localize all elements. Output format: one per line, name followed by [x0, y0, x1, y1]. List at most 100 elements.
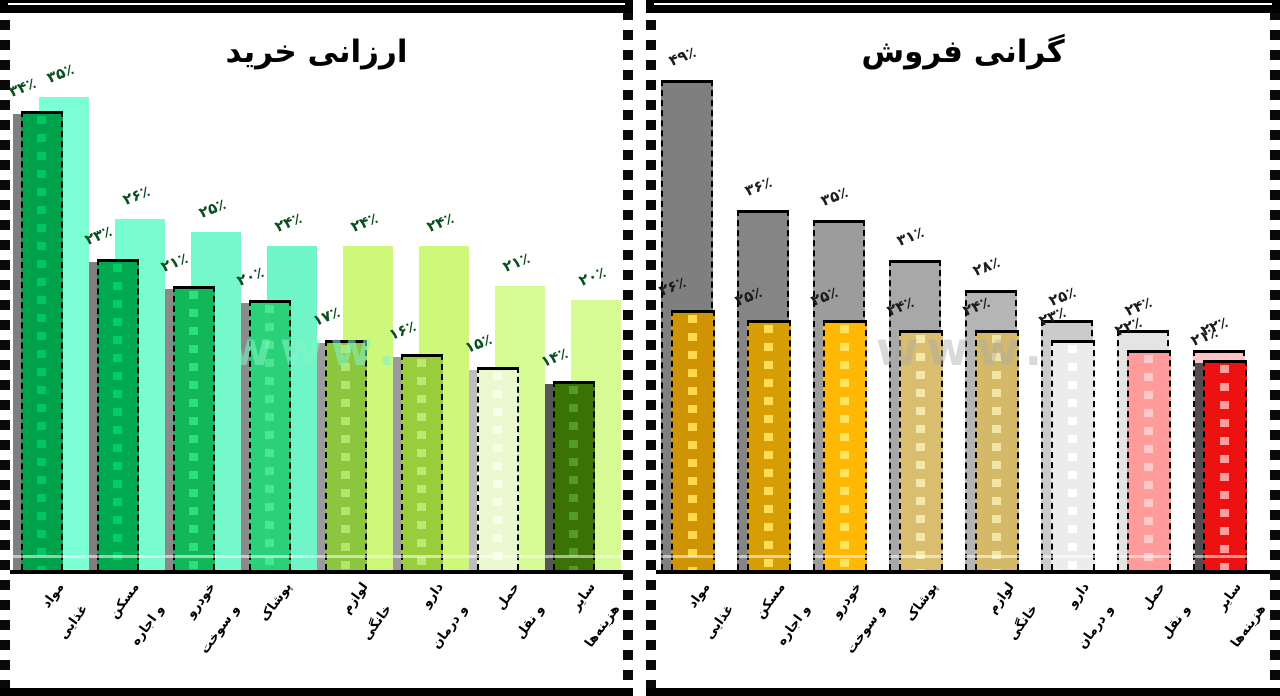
percent-label-front: ۳۴٪: [6, 74, 39, 101]
bar-cluster: ۲۳٪ ۲۵٪: [1036, 30, 1115, 570]
category-label-line: مواد: [38, 580, 68, 611]
category-label: لوازم خانگی: [963, 576, 1042, 686]
bar-shadow: [165, 289, 175, 570]
category-label-line: پوشاک: [257, 580, 296, 625]
bar-cluster: ۲۵٪ ۳۵٪: [808, 30, 887, 570]
category-label: خودرو و سوخت: [811, 576, 890, 686]
category-label-line: و نقل: [1158, 602, 1194, 642]
bar-front: [1203, 360, 1247, 570]
bar-cluster: ۱۴٪ ۲۰٪: [538, 30, 621, 570]
bar-front: [671, 310, 715, 570]
category-label-line: مسکن: [753, 580, 790, 622]
bar-cluster: ۲۱٪ ۲۲٪: [1188, 30, 1267, 570]
left-chart-title: ارزانی خرید: [225, 34, 408, 70]
bar-dither-stripe: [992, 335, 1002, 570]
percent-label-back: ۲۵٪: [1046, 283, 1079, 310]
bar-dither-stripe: [189, 291, 199, 570]
bar-front: [975, 330, 1019, 570]
category-label-line: غذایی: [56, 602, 92, 643]
percent-label-back: ۲۰٪: [576, 263, 609, 290]
left-x-axis-labels: مواد غذایی مسکن و اجاره خودرو و سوخت پوشاک لواز…: [13, 576, 624, 688]
frame-bottom-bar: [0, 688, 633, 696]
category-label: پوشاک: [887, 576, 963, 686]
category-label-line: و سوخت: [197, 602, 244, 657]
bar-front: [325, 340, 367, 570]
bar-cluster: ۲۲٪ ۲۴٪: [1112, 30, 1191, 570]
bar-front: [899, 330, 943, 570]
bar-front: [747, 320, 791, 570]
bar-dither-stripe: [1068, 345, 1078, 570]
left-chart-panel: ارزانی خرید www. ۳۴٪ ۳۵٪ ۲۳٪ ۲۶٪ ۲۱٪ ۲۵٪ ۲۰٪ ۲۴…: [0, 0, 633, 696]
percent-label-back: ۲۸٪: [970, 253, 1003, 280]
right-chart-panel: گرانی فروش www. ۲۶٪ ۴۹٪ ۲۵٪ ۳۶٪ ۲۵٪ ۳۵٪ ۲۴٪ ۳۱٪…: [646, 0, 1280, 696]
category-label-line: و اجاره: [127, 602, 168, 649]
category-label-line: و اجاره: [773, 602, 814, 649]
category-label-line: خودرو: [829, 580, 866, 621]
bar-front: [97, 259, 139, 570]
bar-cluster: ۲۶٪ ۴۹٪: [656, 30, 735, 570]
category-label-line: هزینه‌ها: [582, 602, 624, 651]
category-label: خودرو و سوخت: [165, 576, 244, 686]
category-label-line: حمل: [1139, 580, 1170, 613]
category-label-line: لوازم: [338, 580, 372, 617]
frame-bottom-bar: [646, 688, 1280, 696]
bar-dither-stripe: [1144, 355, 1154, 570]
category-label: سایر هزینه‌ها: [545, 576, 624, 686]
percent-label-back: ۲۴٪: [272, 209, 305, 236]
right-chart-title: گرانی فروش: [861, 34, 1065, 70]
bar-dither-stripe: [37, 116, 47, 570]
right-x-axis-labels: مواد غذایی مسکن و اجاره خودرو و سوخت پوشاک لواز…: [659, 576, 1270, 688]
category-label: دارو و درمان: [1039, 576, 1118, 686]
category-label-line: و درمان: [1075, 602, 1118, 652]
bar-front: [173, 286, 215, 570]
category-label-line: سایر: [568, 580, 600, 614]
frame-checker-edge-right: [623, 0, 633, 696]
category-label-line: سایر: [1214, 580, 1246, 614]
category-label-line: حمل: [493, 580, 524, 613]
percent-label-back: ۲۵٪: [196, 195, 229, 222]
bar-front: [249, 300, 291, 570]
category-label: مواد غذایی: [13, 576, 92, 686]
category-label: مسکن و اجاره: [89, 576, 168, 686]
category-label: حمل و نقل: [469, 576, 548, 686]
category-label-line: دارو: [1065, 580, 1094, 611]
category-label: لوازم خانگی: [317, 576, 396, 686]
bar-dither-stripe: [417, 359, 427, 570]
bar-cluster: ۱۵٪ ۲۱٪: [462, 30, 545, 570]
category-label-line: هزینه‌ها: [1228, 602, 1270, 651]
category-label-line: و نقل: [512, 602, 548, 642]
bar-dither-stripe: [916, 335, 926, 570]
bar-shadow: [241, 303, 251, 570]
category-label-line: غذایی: [702, 602, 738, 643]
category-label: مواد غذایی: [659, 576, 738, 686]
category-label: سایر هزینه‌ها: [1191, 576, 1270, 686]
bar-dither-stripe: [569, 386, 579, 570]
percent-label-back: ۲۴٪: [424, 209, 457, 236]
frame-checker-edge-right: [1270, 0, 1280, 696]
x-axis-line: [656, 570, 1275, 574]
category-label: مسکن و اجاره: [735, 576, 814, 686]
bar-cluster: ۱۶٪ ۲۴٪: [386, 30, 469, 570]
frame-checker-edge-left: [646, 0, 656, 696]
bar-front: [823, 320, 867, 570]
category-label-line: مسکن: [107, 580, 144, 622]
category-label-line: خانگی: [359, 602, 396, 644]
bar-dither-stripe: [688, 315, 698, 570]
bar-front: [1127, 350, 1171, 570]
percent-label-back: ۲۲٪: [1198, 313, 1231, 340]
bar-shadow: [1195, 363, 1204, 570]
bar-cluster: ۲۱٪ ۲۵٪: [158, 30, 241, 570]
bar-shadow: [469, 370, 479, 570]
category-label-line: خودرو: [183, 580, 220, 621]
baseline-highlight: [13, 555, 621, 558]
bar-dither-stripe: [493, 372, 503, 570]
category-label-line: خانگی: [1005, 602, 1042, 644]
bar-dither-stripe: [341, 345, 351, 570]
bar-shadow: [89, 262, 99, 570]
bar-dither-stripe: [265, 305, 275, 570]
bar-shadow: [13, 114, 23, 570]
bar-cluster: ۲۵٪ ۳۶٪: [732, 30, 811, 570]
baseline-highlight: [659, 555, 1267, 558]
bar-shadow: [545, 384, 555, 570]
